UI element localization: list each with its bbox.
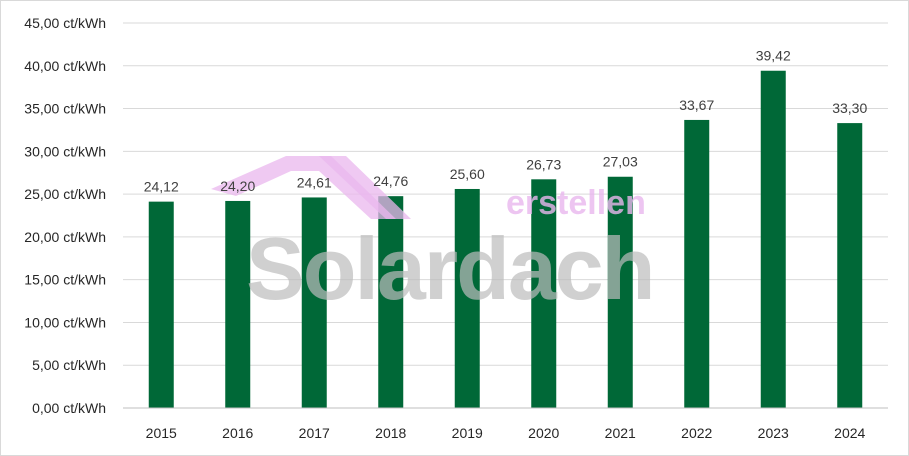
y-tick-label: 40,00 ct/kWh bbox=[24, 58, 106, 74]
data-label: 26,73 bbox=[526, 156, 561, 172]
data-label: 39,42 bbox=[756, 48, 791, 64]
x-tick-label: 2015 bbox=[146, 425, 177, 441]
y-tick-label: 45,00 ct/kWh bbox=[24, 15, 106, 31]
gridlines bbox=[123, 22, 888, 366]
watermark-text: Solardach bbox=[246, 219, 653, 318]
x-tick-label: 2022 bbox=[681, 425, 712, 441]
y-tick-label: 20,00 ct/kWh bbox=[24, 229, 106, 245]
watermark-subtext: erstellen bbox=[506, 184, 646, 222]
y-tick-label: 10,00 ct/kWh bbox=[24, 314, 106, 330]
bar bbox=[225, 200, 251, 408]
bar bbox=[607, 176, 633, 408]
watermark-roof-stripe-icon bbox=[319, 156, 411, 219]
bar bbox=[531, 179, 557, 408]
y-tick-label: 0,00 ct/kWh bbox=[32, 400, 106, 416]
bar bbox=[301, 197, 327, 408]
y-tick-label: 30,00 ct/kWh bbox=[24, 143, 106, 159]
x-tick-label: 2021 bbox=[605, 425, 636, 441]
data-label: 25,60 bbox=[450, 166, 485, 182]
data-label: 27,03 bbox=[603, 154, 638, 170]
x-tick-label: 2018 bbox=[375, 425, 406, 441]
bar bbox=[378, 196, 404, 408]
data-label: 24,76 bbox=[373, 173, 408, 189]
data-label: 33,67 bbox=[679, 97, 714, 113]
bar bbox=[837, 123, 863, 408]
bar bbox=[684, 119, 710, 408]
watermark-roof-icon bbox=[211, 156, 396, 219]
data-label: 33,30 bbox=[832, 100, 867, 116]
y-tick-label: 25,00 ct/kWh bbox=[24, 186, 106, 202]
data-label: 24,20 bbox=[220, 178, 255, 194]
y-tick-label: 15,00 ct/kWh bbox=[24, 272, 106, 288]
data-label: 24,61 bbox=[297, 174, 332, 190]
x-axis-tick-labels: 2015 2016 2017 2018 2019 2020 2021 2022 2023 2024 bbox=[146, 425, 866, 441]
bar bbox=[148, 201, 174, 408]
x-tick-label: 2023 bbox=[758, 425, 789, 441]
data-labels: 24,12 24,20 24,61 24,76 25,60 26,73 27,03 33,67… bbox=[144, 48, 868, 195]
data-label: 24,12 bbox=[144, 179, 179, 195]
y-axis-tick-labels: 0,00 ct/kWh 5,00 ct/kWh 10,00 ct/kWh 15,00 … bbox=[24, 15, 106, 416]
y-tick-label: 5,00 ct/kWh bbox=[32, 357, 106, 373]
bar bbox=[760, 70, 786, 409]
bar-series bbox=[148, 70, 863, 409]
x-tick-label: 2019 bbox=[452, 425, 483, 441]
x-tick-label: 2016 bbox=[222, 425, 253, 441]
x-tick-label: 2017 bbox=[299, 425, 330, 441]
watermark-logo: erstellen Solardach bbox=[211, 156, 655, 318]
y-tick-label: 35,00 ct/kWh bbox=[24, 101, 106, 117]
bar bbox=[454, 188, 480, 408]
x-tick-label: 2024 bbox=[834, 425, 865, 441]
x-tick-label: 2020 bbox=[528, 425, 559, 441]
